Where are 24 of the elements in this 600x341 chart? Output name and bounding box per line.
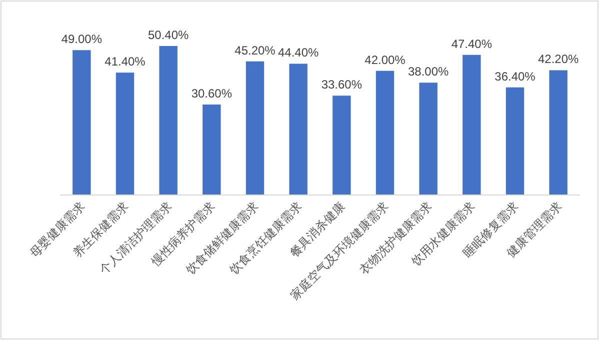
data-label: 42.00% — [364, 52, 406, 67]
data-label: 50.40% — [148, 28, 190, 42]
bar — [332, 96, 351, 195]
bar — [376, 70, 394, 195]
data-label: 42.20% — [538, 52, 580, 66]
data-label: 38.00% — [408, 64, 450, 79]
data-label: 47.40% — [451, 36, 492, 51]
bar — [246, 61, 264, 195]
data-label: 45.20% — [234, 43, 276, 58]
data-label: 36.40% — [494, 69, 536, 84]
bar — [159, 46, 178, 195]
bar — [549, 70, 568, 195]
bar — [462, 54, 481, 195]
bar — [72, 50, 91, 195]
data-label: 33.60% — [321, 78, 362, 92]
data-label: 30.60% — [191, 86, 232, 101]
data-label: 44.40% — [278, 46, 320, 60]
data-label: 41.40% — [104, 54, 146, 69]
data-label: 49.00% — [61, 32, 102, 46]
bar — [289, 64, 308, 195]
bar — [116, 72, 134, 195]
bar — [506, 87, 524, 195]
bar — [419, 82, 438, 195]
bar — [202, 104, 221, 195]
